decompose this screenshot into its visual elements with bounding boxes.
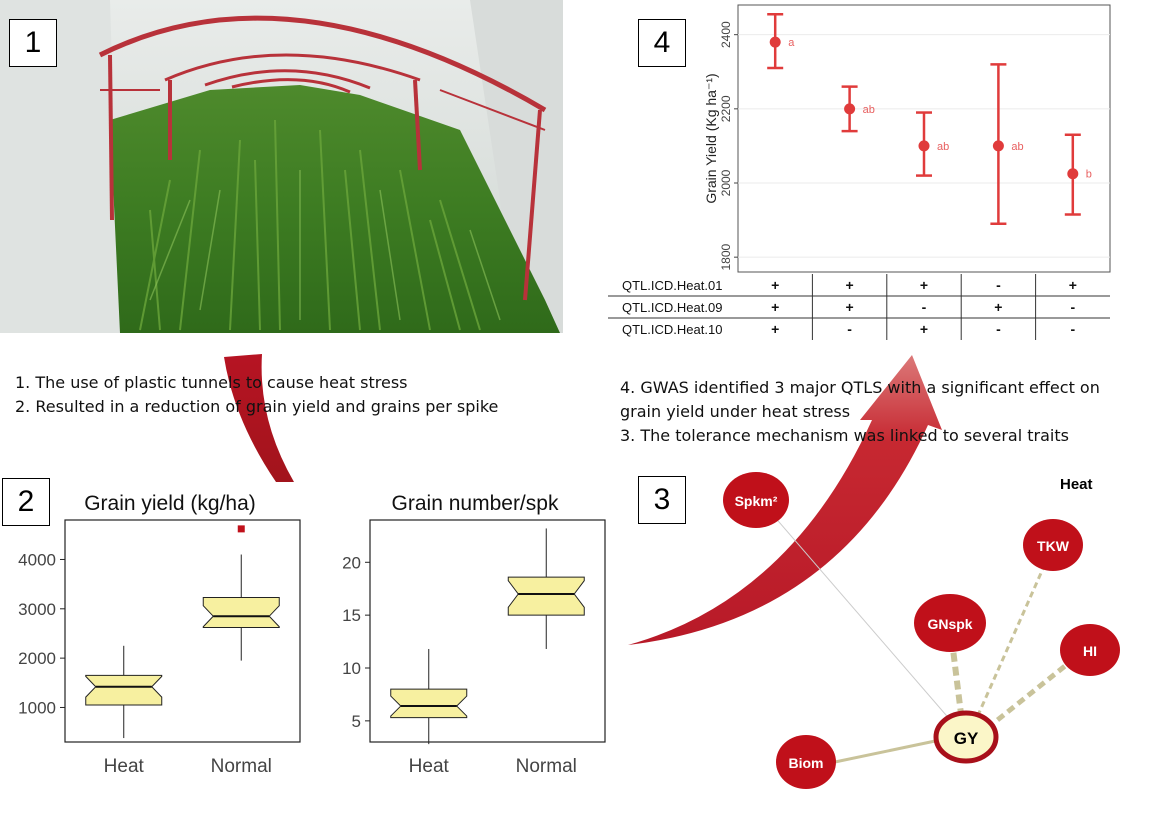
y-tick-label-3: 4000 <box>18 550 56 569</box>
box-0 <box>86 675 162 705</box>
network-node-hi: HI <box>1060 624 1120 676</box>
caption-left-line-2: 2. Resulted in a reduction of grain yiel… <box>15 395 498 419</box>
panel-number-3: 3 <box>638 476 686 524</box>
caption-left-line-1: 1. The use of plastic tunnels to cause h… <box>15 371 498 395</box>
box-1 <box>508 577 584 615</box>
x-tick-label-1: Normal <box>516 756 577 777</box>
svg-text:Biom: Biom <box>789 755 824 771</box>
x-tick-label-0: Heat <box>104 756 145 777</box>
caption-left: 1. The use of plastic tunnels to cause h… <box>15 371 498 419</box>
network-node-biom: Biom <box>776 735 836 789</box>
box-1 <box>203 597 279 627</box>
network-node-tkw: TKW <box>1023 519 1083 571</box>
caption-right-line-2: grain yield under heat stress <box>620 400 1100 424</box>
boxplot-title: Grain yield (kg/ha) <box>84 492 256 515</box>
y-tick-label-1: 10 <box>342 659 361 678</box>
network-node-gnspk: GNspk <box>914 594 986 652</box>
boxplot-frame <box>65 520 300 742</box>
boxplot-title: Grain number/spk <box>392 492 559 515</box>
caption-right-line-1: 4. GWAS identified 3 major QTLS with a s… <box>620 376 1100 400</box>
x-tick-label-0: Heat <box>409 756 450 777</box>
network-node-gy: GY <box>936 713 996 761</box>
caption-right-line-3: 3. The tolerance mechanism was linked to… <box>620 424 1100 448</box>
y-tick-label-1: 2000 <box>18 649 56 668</box>
svg-text:TKW: TKW <box>1037 538 1070 554</box>
y-tick-label-2: 15 <box>342 606 361 625</box>
box-0 <box>391 689 467 718</box>
x-tick-label-1: Normal <box>211 756 272 777</box>
outlier-0 <box>238 525 245 532</box>
svg-text:Spkm²: Spkm² <box>735 493 778 509</box>
svg-text:HI: HI <box>1083 643 1097 659</box>
svg-text:GY: GY <box>954 729 979 748</box>
panel-number-2: 2 <box>2 478 50 526</box>
network-node-spkm2: Spkm² <box>723 472 789 528</box>
svg-text:GNspk: GNspk <box>927 616 972 632</box>
grain-number-boxplot: Grain number/spk 5 10 15 20 Heat Normal <box>310 480 610 780</box>
y-tick-label-0: 5 <box>352 712 361 731</box>
network-legend: Heat <box>1060 476 1093 493</box>
caption-right: 4. GWAS identified 3 major QTLS with a s… <box>620 376 1100 448</box>
trait-network: Spkm² TKW GNspk HI Biom GY Heat <box>620 460 1160 810</box>
y-tick-label-2: 3000 <box>18 600 56 619</box>
y-tick-label-0: 1000 <box>18 698 56 717</box>
y-tick-label-3: 20 <box>342 553 361 572</box>
